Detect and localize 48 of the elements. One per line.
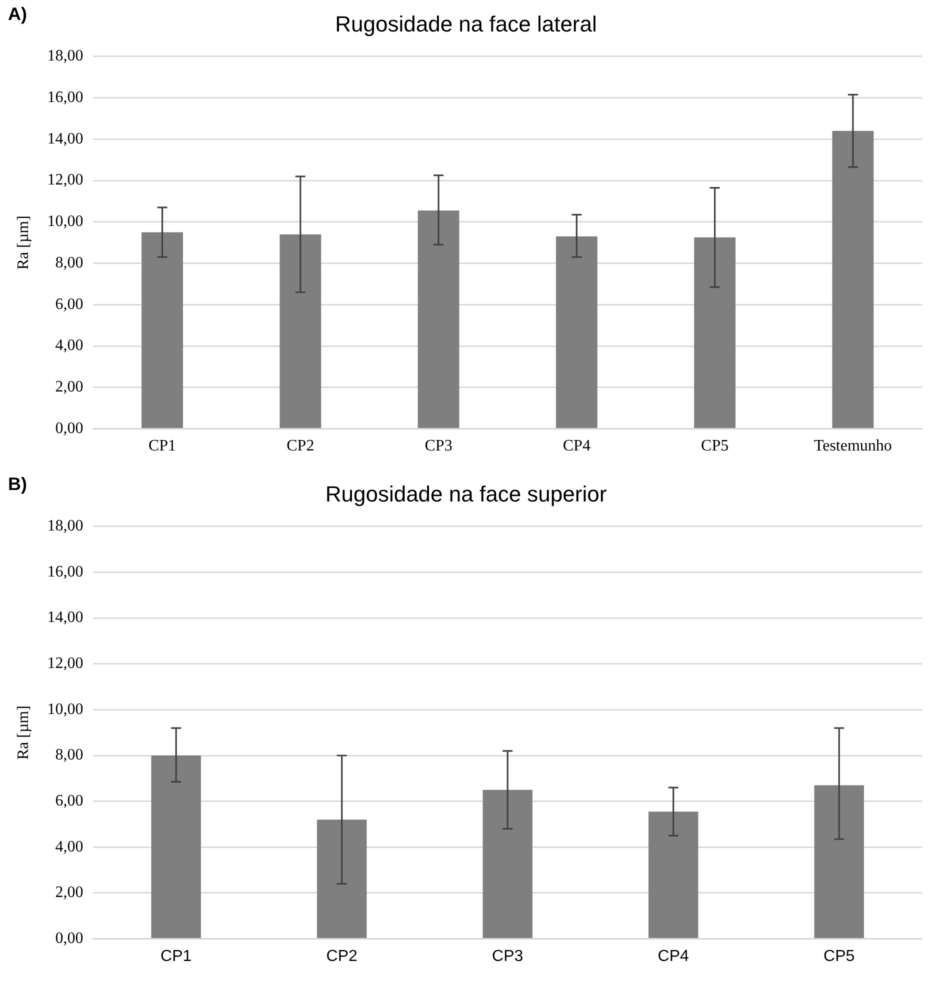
bar [556, 236, 598, 428]
bar [648, 812, 698, 938]
x-tick-label: CP4 [562, 438, 590, 455]
x-tick-label: CP5 [824, 948, 855, 965]
bar [418, 210, 460, 428]
bar [694, 237, 736, 428]
bar [482, 790, 532, 938]
y-tick-label: 18,00 [47, 518, 84, 535]
x-tick-label: CP1 [148, 438, 176, 455]
y-tick-label: 6,00 [55, 296, 84, 313]
y-axis-title: Ra [µm] [14, 216, 32, 270]
bar [316, 820, 367, 938]
y-tick-label: 14,00 [47, 609, 84, 626]
x-tick-label: CP2 [286, 438, 314, 455]
y-tick-label: 2,00 [55, 884, 84, 902]
y-tick-label: 18,00 [47, 48, 84, 65]
x-tick-label: Testemunho [814, 438, 892, 455]
y-tick-label: 8,00 [55, 746, 84, 764]
y-tick-label: 0,00 [55, 420, 84, 438]
bar [151, 756, 201, 938]
bar [832, 130, 874, 428]
y-tick-label: 8,00 [55, 254, 84, 272]
y-axis-title: Ra [µm] [14, 706, 32, 760]
chart-title: Rugosidade na face superior [325, 481, 607, 506]
y-tick-label: 2,00 [55, 378, 84, 396]
x-tick-label: CP3 [424, 438, 452, 455]
y-tick-label: 12,00 [47, 172, 84, 189]
x-tick-label: CP5 [701, 438, 729, 455]
x-tick-label: CP4 [658, 948, 690, 965]
x-tick-label: CP3 [492, 948, 524, 965]
x-tick-label: CP1 [160, 948, 192, 965]
bar [280, 234, 322, 428]
x-tick-label: CP2 [326, 948, 358, 965]
bar [142, 232, 183, 428]
y-tick-label: 0,00 [55, 930, 84, 948]
y-tick-label: 4,00 [55, 337, 84, 354]
y-tick-label: 12,00 [47, 655, 84, 672]
y-tick-label: 4,00 [55, 838, 84, 856]
bar [814, 785, 864, 938]
text: B) [8, 474, 27, 495]
y-tick-label: 16,00 [47, 88, 84, 106]
y-tick-label: 10,00 [47, 700, 84, 718]
y-tick-label: 14,00 [47, 130, 84, 148]
text: A) [8, 4, 27, 25]
y-tick-label: 6,00 [55, 792, 84, 810]
chart-title: Rugosidade na face lateral [335, 11, 597, 36]
y-tick-label: 10,00 [47, 213, 84, 230]
y-tick-label: 16,00 [47, 563, 84, 580]
